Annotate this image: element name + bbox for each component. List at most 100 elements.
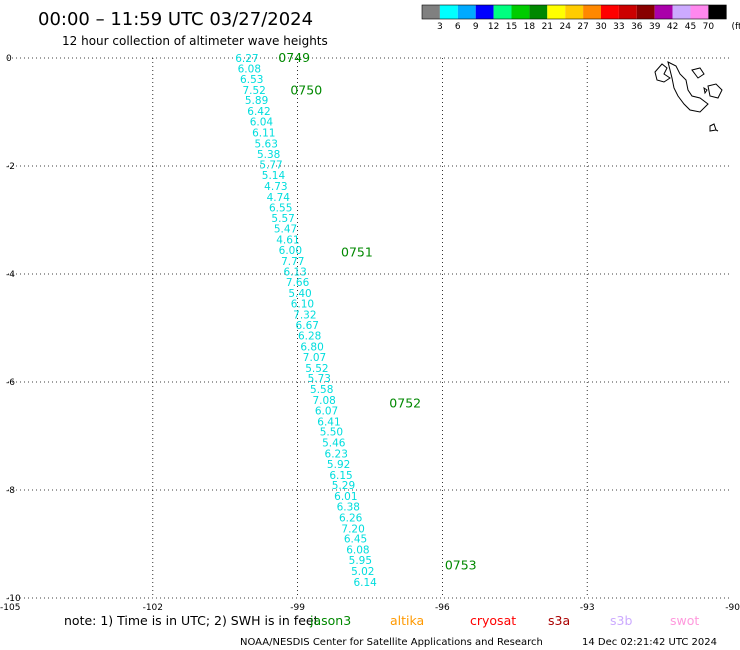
- swh-point: 6.07: [315, 406, 338, 418]
- x-tick-label: -105: [0, 603, 20, 613]
- time-label: 0752: [389, 396, 421, 411]
- legend-label: 70: [703, 22, 715, 32]
- satellite-label: swot: [670, 613, 699, 628]
- swh-point: 6.10: [291, 299, 314, 311]
- x-tick-labels: -105 -102 -99 -96 -93 -90: [0, 603, 740, 613]
- swh-point: 5.95: [349, 555, 372, 567]
- legend-swatch: [654, 5, 673, 19]
- legend-label: 6: [455, 22, 461, 32]
- y-tick-label: 0: [6, 54, 12, 64]
- legend-label: 36: [631, 22, 643, 32]
- x-tick-label: -102: [143, 603, 163, 613]
- swh-point: 5.52: [305, 363, 328, 375]
- legend-label: 42: [667, 22, 678, 32]
- legend-swatch: [672, 5, 691, 19]
- swh-point: 5.57: [271, 213, 294, 225]
- y-tick-label: -2: [6, 162, 15, 172]
- swh-point: 5.46: [322, 437, 346, 449]
- legend-swatch: [636, 5, 655, 19]
- legend-swatch: [439, 5, 458, 19]
- swh-point: 6.42: [247, 106, 270, 118]
- swh-point: 5.14: [262, 170, 286, 182]
- legend-label: 21: [542, 22, 553, 32]
- swh-point: 4.73: [264, 181, 287, 193]
- legend-swatch: [565, 5, 584, 19]
- legend-swatch: [493, 5, 512, 19]
- satellite-label: s3b: [610, 613, 632, 628]
- swh-point: 6.26: [339, 513, 363, 525]
- wave-height-points: 6.276.086.537.525.896.426.046.115.635.38…: [235, 53, 377, 589]
- swh-point: 6.00: [279, 245, 302, 257]
- swh-point: 5.77: [259, 159, 282, 171]
- x-tick-label: -96: [435, 603, 450, 613]
- swh-point: 7.20: [341, 523, 364, 535]
- swh-point: 5.50: [320, 427, 343, 439]
- swh-point: 6.53: [240, 74, 263, 86]
- swh-point: 6.23: [325, 448, 348, 460]
- swh-point: 7.52: [242, 85, 265, 97]
- y-tick-labels: 0 -2 -4 -6 -8 -10: [6, 54, 21, 604]
- legend-unit: (ft): [732, 22, 740, 32]
- satellite-legend: jason3 altika cryosat s3a s3b swot: [309, 613, 699, 628]
- satellite-label: jason3: [309, 613, 351, 628]
- swh-point: 6.08: [346, 544, 369, 556]
- time-label: 0750: [290, 82, 322, 97]
- swh-point: 6.11: [252, 128, 275, 140]
- legend-swatch: [583, 5, 601, 19]
- swh-point: 5.47: [274, 224, 297, 236]
- swh-point: 6.80: [300, 341, 323, 353]
- swh-point: 7.77: [281, 256, 304, 268]
- swh-point: 4.74: [267, 192, 291, 204]
- swh-point: 6.38: [337, 502, 360, 514]
- legend-label: 30: [595, 22, 607, 32]
- swh-point: 7.32: [293, 310, 316, 322]
- legend-label: 33: [613, 22, 624, 32]
- legend-swatch: [511, 5, 530, 19]
- time-label: 0751: [341, 244, 373, 259]
- legend-swatch: [601, 5, 619, 19]
- swh-point: 6.27: [235, 53, 258, 65]
- footer-timestamp: 14 Dec 02:21:42 UTC 2024: [582, 637, 717, 648]
- chart-subtitle: 12 hour collection of altimeter wave hei…: [62, 34, 328, 48]
- swh-point: 5.40: [288, 288, 311, 300]
- legend-swatch: [547, 5, 566, 19]
- footer-note: note: 1) Time is in UTC; 2) SWH is in fe…: [64, 613, 319, 628]
- swh-point: 5.73: [308, 373, 331, 385]
- galapagos-islands-outline: [654, 61, 723, 132]
- legend-label: 27: [577, 22, 588, 32]
- swh-point: 6.14: [353, 577, 377, 589]
- x-tick-label: -99: [290, 603, 305, 613]
- legend-label: 18: [524, 22, 536, 32]
- x-tick-label: -90: [725, 603, 740, 613]
- legend-swatch: [708, 5, 727, 19]
- chart-title: 00:00 – 11:59 UTC 03/27/2024: [38, 9, 313, 30]
- swh-point: 6.67: [296, 320, 319, 332]
- legend-label: 9: [473, 22, 479, 32]
- time-label: 0753: [445, 558, 477, 573]
- swh-point: 6.13: [283, 266, 306, 278]
- legend-label: 24: [559, 22, 571, 32]
- swh-point: 6.45: [344, 534, 367, 546]
- legend-swatch: [475, 5, 494, 19]
- swh-point: 5.63: [255, 138, 278, 150]
- grid-lines: [8, 57, 732, 599]
- legend-label: 45: [685, 22, 696, 32]
- y-tick-label: -6: [6, 378, 15, 388]
- legend-swatch: [422, 5, 440, 19]
- swh-point: 5.29: [332, 480, 355, 492]
- swh-point: 6.08: [238, 63, 261, 75]
- swh-point: 5.89: [245, 95, 268, 107]
- satellite-label: s3a: [548, 613, 570, 628]
- y-tick-label: -8: [6, 486, 15, 496]
- satellite-label: cryosat: [470, 613, 516, 628]
- swh-point: 4.61: [276, 234, 299, 246]
- legend-label: 15: [506, 22, 517, 32]
- swh-point: 6.01: [334, 491, 357, 503]
- swh-point: 6.04: [250, 117, 274, 129]
- swh-point: 7.08: [312, 395, 335, 407]
- swh-point: 7.66: [286, 277, 310, 289]
- footer-credit: NOAA/NESDIS Center for Satellite Applica…: [240, 637, 543, 648]
- swh-point: 6.55: [269, 203, 292, 215]
